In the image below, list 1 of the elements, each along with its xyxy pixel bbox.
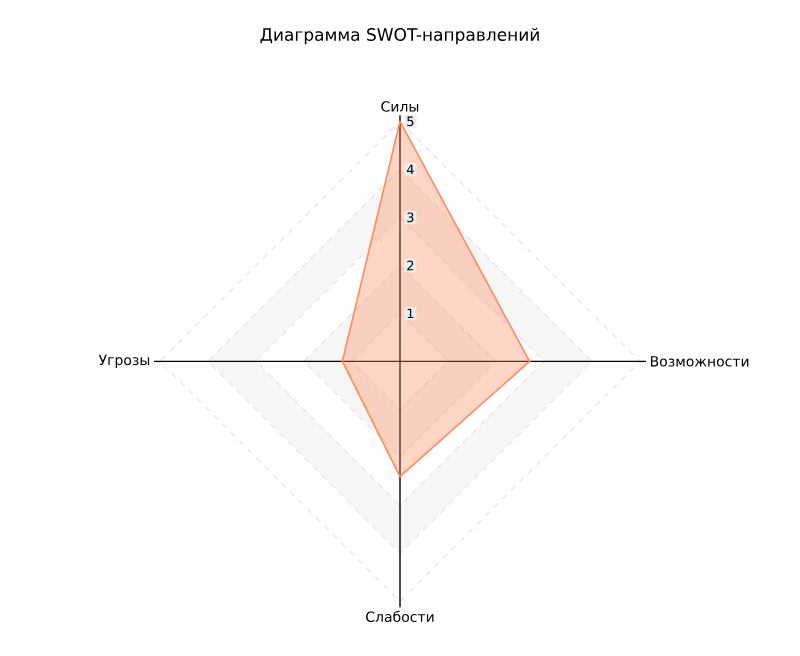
chart-title: Диаграмма SWOT-направлений	[260, 27, 539, 45]
